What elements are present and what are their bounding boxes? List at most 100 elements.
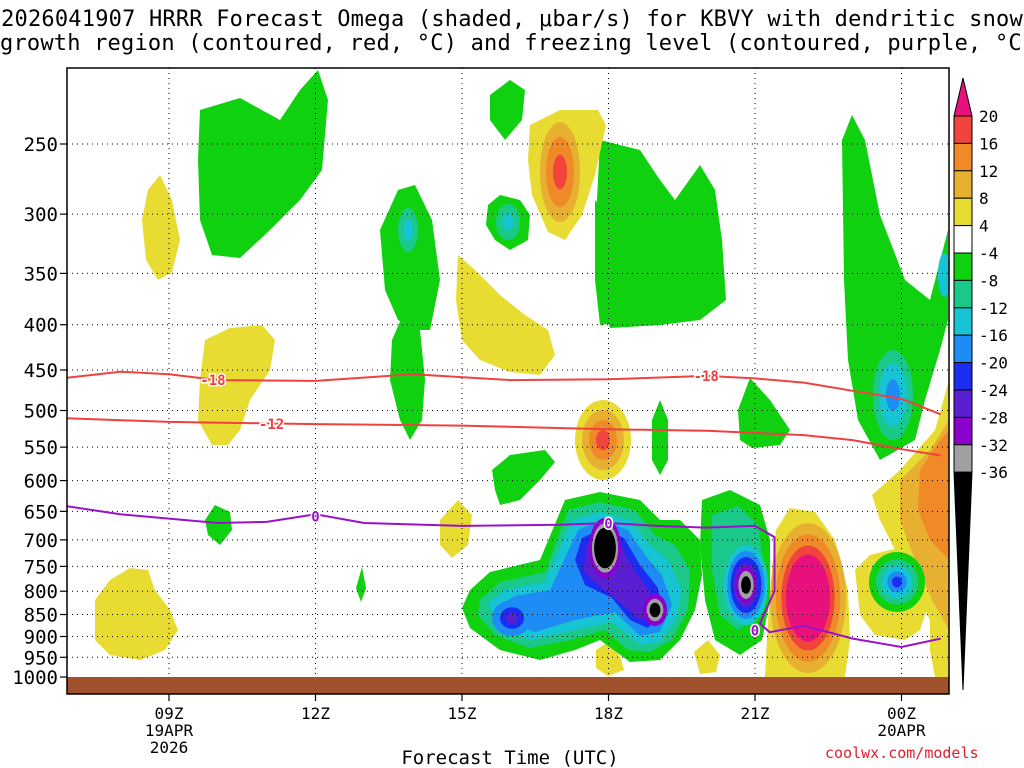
omega-green-mid-lower bbox=[492, 450, 555, 505]
colorbar-label-10: -24 bbox=[979, 381, 1008, 400]
colorbar-bottom-arrow bbox=[953, 471, 973, 691]
colorbar-label-5: -4 bbox=[979, 244, 998, 263]
omega-yellow-left-mid bbox=[198, 325, 275, 445]
y-tick-label-450: 450 bbox=[24, 360, 58, 382]
y-tick-label-750: 750 bbox=[24, 556, 58, 578]
colorbar-label-9: -20 bbox=[979, 354, 1008, 373]
y-tick-label-550: 550 bbox=[24, 437, 58, 459]
omega-green-upper-right2 bbox=[595, 200, 655, 325]
x-tick-label-21Z: 21Z bbox=[741, 704, 770, 723]
y-tick-label-800: 800 bbox=[24, 581, 58, 603]
colorbar-label-7: -12 bbox=[979, 299, 1008, 318]
omega-yellow-small-mid bbox=[440, 500, 472, 558]
y-tick-label-650: 650 bbox=[24, 501, 58, 523]
omega-yellow-low-center bbox=[596, 642, 624, 676]
colorbar-label-6: -8 bbox=[979, 271, 998, 290]
omega-core-22z bbox=[770, 523, 846, 673]
omega-shading bbox=[95, 70, 949, 677]
y-tick-label-250: 250 bbox=[24, 134, 58, 156]
contour-label-4: 0 bbox=[604, 517, 612, 533]
omega-descent-upper-core bbox=[540, 122, 580, 222]
y-tick-label-300: 300 bbox=[24, 204, 58, 226]
y-tick-label-850: 850 bbox=[24, 605, 58, 627]
colorbar-bin-7 bbox=[953, 307, 973, 336]
omega-core-upper-b bbox=[496, 204, 520, 240]
omega-yellow-low-left bbox=[95, 568, 178, 660]
x-tick-label-09Z: 09Z bbox=[155, 704, 184, 723]
omega-core-16z bbox=[492, 600, 532, 636]
colorbar-label-13: -36 bbox=[979, 463, 1008, 482]
x-axis-label: Forecast Time (UTC) bbox=[401, 747, 618, 768]
x-tick-label-00Z: 00Z bbox=[887, 704, 916, 723]
colorbar-bin-9 bbox=[953, 362, 973, 391]
contour-label-3: 0 bbox=[311, 510, 319, 526]
omega-green-mid-3 bbox=[738, 378, 790, 448]
omega-green-small-diamond bbox=[356, 567, 366, 602]
omega-core-18z bbox=[589, 518, 621, 578]
contour-freezing-level bbox=[67, 505, 941, 649]
colorbar-bin-1 bbox=[953, 142, 973, 172]
y-tick-label-900: 900 bbox=[24, 626, 58, 648]
colorbar-bin-4 bbox=[953, 225, 973, 254]
grid-lines bbox=[67, 68, 949, 677]
contour-label-2: -12 bbox=[259, 417, 284, 433]
colorbar-label-12: -32 bbox=[979, 436, 1008, 455]
colorbar-bin-0 bbox=[953, 115, 973, 144]
y-tick-label-950: 950 bbox=[24, 647, 58, 669]
colorbar-label-3: 8 bbox=[979, 189, 989, 208]
x-tick-date-00Z: 20APR bbox=[877, 721, 926, 740]
y-tick-label-1000: 1000 bbox=[12, 667, 58, 689]
colorbar-bin-11 bbox=[953, 416, 973, 446]
y-tick-label-500: 500 bbox=[24, 401, 58, 423]
omega-green-mid-2 bbox=[652, 400, 668, 475]
x-tick-date-09Z: 19APR bbox=[145, 721, 194, 740]
omega-core-right-mid bbox=[873, 350, 913, 440]
colorbar-bin-5 bbox=[953, 252, 973, 281]
omega-green-far-right-tall bbox=[842, 115, 948, 460]
colorbar-top-arrow bbox=[953, 77, 973, 117]
colorbar-label-0: 20 bbox=[979, 107, 998, 126]
chart-title-line-2: growth region (contoured, red, °C) and f… bbox=[0, 31, 1024, 56]
contour-lines bbox=[67, 370, 941, 649]
colorbar-bin-6 bbox=[953, 279, 973, 309]
omega-core-21z bbox=[724, 545, 768, 625]
colorbar-bin-8 bbox=[953, 334, 973, 364]
omega-descent-mid-core bbox=[575, 400, 631, 480]
y-axis-ticks: 2503003504004505005506006507007508008509… bbox=[12, 134, 67, 689]
omega-green-small-left bbox=[205, 505, 232, 545]
omega-core-upper-a bbox=[398, 208, 418, 252]
omega-yellow-center-mid bbox=[456, 255, 555, 375]
omega-green-center-column bbox=[380, 185, 440, 330]
colorbar-label-2: 12 bbox=[979, 162, 998, 181]
x-tick-label-18Z: 18Z bbox=[594, 704, 623, 723]
colorbar-label-1: 16 bbox=[979, 134, 998, 153]
contour-label-0: -18 bbox=[200, 373, 225, 389]
contour-labels: -18 -18 -12 0 0 0 bbox=[199, 367, 761, 641]
omega-green-upper-left bbox=[198, 70, 328, 258]
colorbar-bin-10 bbox=[953, 389, 973, 418]
colorbar-bin-2 bbox=[953, 170, 973, 199]
credit-watermark: coolwx.com/models bbox=[825, 744, 979, 762]
contour-dendritic-top bbox=[67, 370, 941, 416]
chart-title-line-1: 2026041907 HRRR Forecast Omega (shaded, … bbox=[1, 7, 1023, 32]
plot-frame bbox=[66, 67, 950, 695]
colorbar-bin-12 bbox=[953, 444, 973, 473]
omega-core-right-top bbox=[938, 253, 949, 297]
ground-terrain bbox=[67, 677, 949, 694]
y-tick-label-700: 700 bbox=[24, 530, 58, 552]
omega-orange-right-edge-3 bbox=[918, 430, 949, 560]
contour-dendritic-bottom bbox=[67, 417, 941, 457]
omega-yellow-upper-left bbox=[142, 175, 180, 280]
colorbar-bin-3 bbox=[953, 197, 973, 227]
x-tick-label-12Z: 12Z bbox=[301, 704, 330, 723]
colorbar-label-8: -16 bbox=[979, 326, 1008, 345]
omega-green-top-center bbox=[490, 80, 525, 140]
colorbar-label-11: -28 bbox=[979, 408, 1008, 427]
omega-core-00z bbox=[869, 552, 925, 612]
contour-label-5: 0 bbox=[751, 623, 759, 639]
colorbar-label-4: 4 bbox=[979, 217, 989, 236]
contour-label-1: -18 bbox=[694, 369, 719, 385]
x-tick-label-15Z: 15Z bbox=[448, 704, 477, 723]
